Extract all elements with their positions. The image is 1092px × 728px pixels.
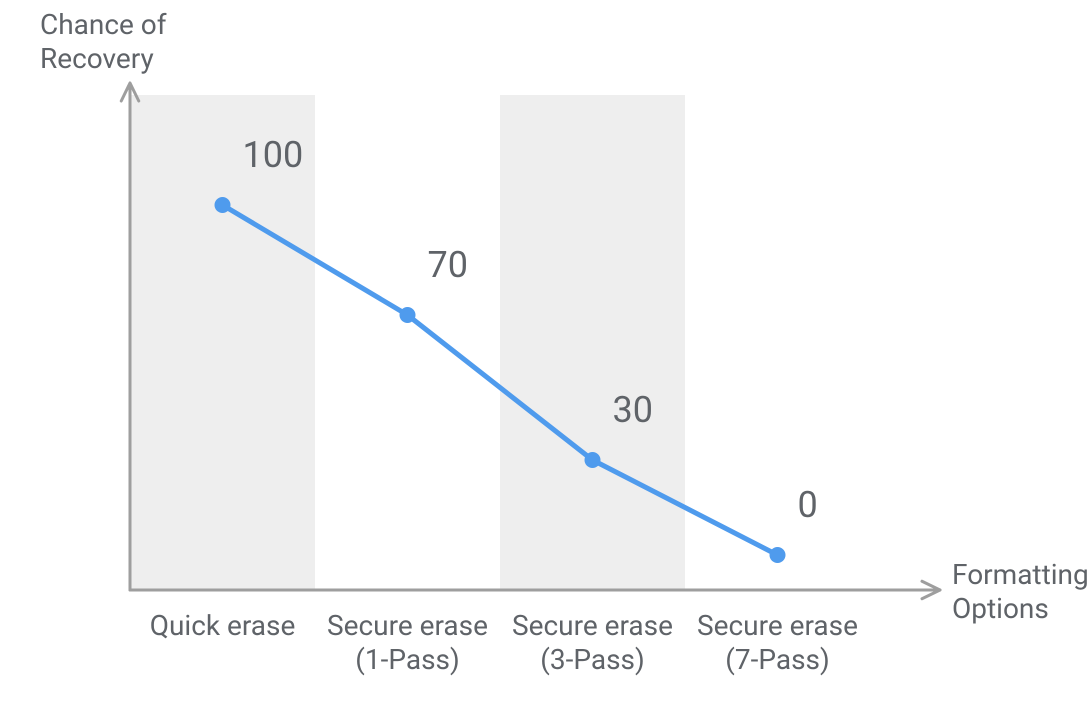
x-tick-label: Quick erase — [150, 609, 296, 642]
value-label: 0 — [798, 484, 818, 526]
value-label: 70 — [428, 244, 468, 286]
x-tick-label: Secure erase — [512, 609, 673, 642]
x-tick-label: Secure erase — [697, 609, 858, 642]
y-axis-title: Chance of — [40, 8, 167, 41]
recovery-chance-chart: 100Quick erase70Secure erase(1-Pass)30Se… — [0, 0, 1092, 728]
x-axis-title: Options — [952, 592, 1049, 625]
value-label: 100 — [243, 134, 304, 176]
value-label: 30 — [613, 389, 653, 431]
x-axis-title: Formatting — [952, 558, 1089, 591]
x-tick-label: (7-Pass) — [725, 643, 829, 676]
y-axis-title: Recovery — [40, 42, 154, 75]
x-tick-label: Secure erase — [327, 609, 488, 642]
x-tick-label: (3-Pass) — [540, 643, 644, 676]
x-tick-label: (1-Pass) — [355, 643, 459, 676]
